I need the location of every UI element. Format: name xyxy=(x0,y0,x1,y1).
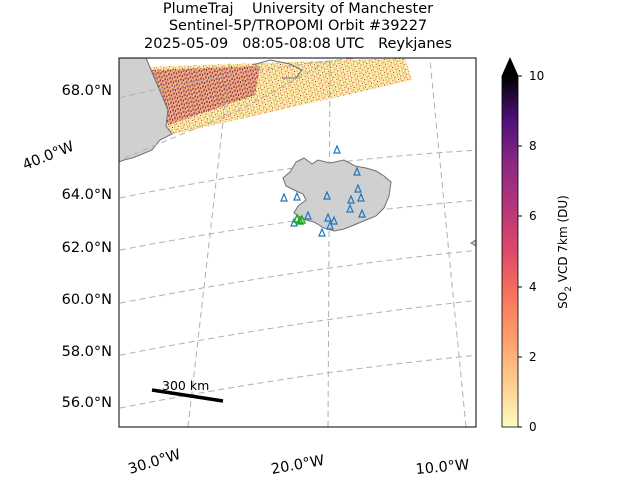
map-area xyxy=(119,58,476,427)
scale-bar-label: 300 km xyxy=(162,378,209,393)
title-line-3: 2025-05-09 08:05-08:08 UTC Reykjanes xyxy=(144,36,452,52)
colorbar-gradient xyxy=(501,75,519,428)
lon-label-30w: 30.0°W xyxy=(126,447,182,478)
lat-label-58n: 58.0°N xyxy=(62,344,112,360)
lon-label-20w: 20.0°W xyxy=(270,453,326,478)
latitude-gridlines xyxy=(119,58,476,409)
colorbar-tick-10: 10 xyxy=(529,69,544,83)
greenland-east-coast xyxy=(252,59,303,79)
scale-bar xyxy=(151,388,224,403)
reykjanes-source-markers xyxy=(292,213,307,225)
lat-label-64n: 64.0°N xyxy=(62,187,112,203)
lat-label-68n: 68.0°N xyxy=(62,83,112,99)
colorbar: 0 2 4 6 8 10 SO2 VCD 7km (DU) xyxy=(501,57,574,434)
lat-label-56n: 56.0°N xyxy=(62,395,112,411)
title-line-1: PlumeTraj University of Manchester xyxy=(162,1,434,17)
colorbar-tick-8: 8 xyxy=(529,139,537,153)
longitude-gridlines xyxy=(119,58,467,427)
title-line-2: Sentinel-5P/TROPOMI Orbit #39227 xyxy=(168,18,428,34)
iceland-landmass xyxy=(282,157,392,232)
lon-label-10w: 10.0°W xyxy=(415,457,470,478)
map-frame xyxy=(118,57,477,428)
lat-label-62n: 62.0°N xyxy=(62,240,112,256)
colorbar-label: SO2 VCD 7km (DU) xyxy=(556,195,574,309)
colorbar-tick-2: 2 xyxy=(529,350,537,364)
lat-label-60n: 60.0°N xyxy=(62,292,112,308)
lon-label-40w: 40.0°W xyxy=(21,139,77,174)
colorbar-tick-6: 6 xyxy=(529,209,537,223)
volcano-markers xyxy=(280,144,366,237)
colorbar-extend-arrow xyxy=(501,57,519,77)
right-edge-coast xyxy=(470,239,476,247)
colorbar-tick-0: 0 xyxy=(529,420,537,434)
colorbar-tick-4: 4 xyxy=(529,280,537,294)
so2-swath-dense xyxy=(150,66,260,125)
